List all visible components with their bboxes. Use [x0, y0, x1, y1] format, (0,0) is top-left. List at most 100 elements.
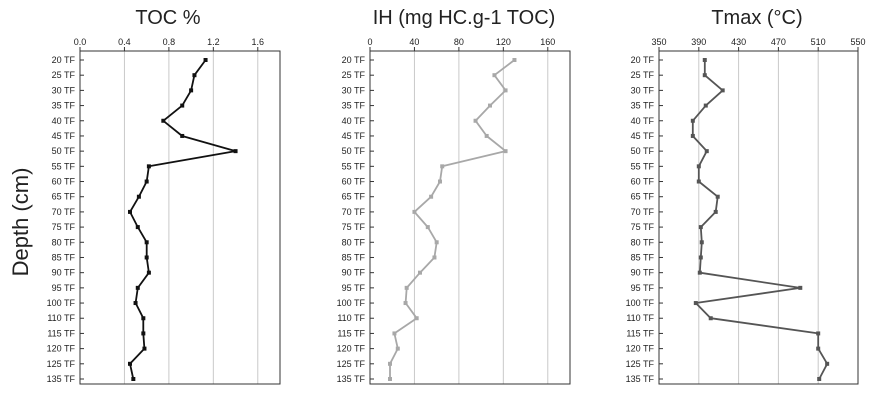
series-line [691, 60, 829, 380]
data-point [404, 285, 409, 290]
y-tick-label: 40 TF [342, 116, 366, 126]
y-tick-label: 55 TF [52, 161, 76, 171]
y-tick-label: 90 TF [631, 268, 655, 278]
x-tick-label: 160 [540, 37, 555, 47]
x-tick-label: 350 [651, 37, 666, 47]
y-tick-label: 30 TF [342, 85, 366, 95]
data-point [418, 270, 422, 275]
x-tick-label: 0.0 [74, 37, 87, 47]
y-tick-label: 115 TF [337, 328, 365, 338]
data-point [713, 209, 718, 214]
data-point [136, 194, 141, 199]
data-point [698, 255, 703, 260]
y-tick-label: 110 TF [626, 313, 654, 323]
data-point [146, 164, 151, 169]
data-point [135, 285, 140, 290]
y-tick-label: 70 TF [342, 207, 366, 217]
data-point [816, 346, 821, 351]
y-tick-label: 70 TF [52, 207, 76, 217]
y-tick-label: 90 TF [52, 268, 76, 278]
y-tick-label: 60 TF [342, 177, 366, 187]
y-tick-label: 100 TF [337, 298, 366, 308]
data-point [146, 270, 151, 275]
data-point [699, 240, 704, 245]
data-point [144, 240, 149, 245]
data-point [798, 285, 803, 290]
y-tick-label: 65 TF [342, 192, 366, 202]
data-point [142, 346, 147, 351]
y-tick-label: 75 TF [631, 222, 655, 232]
data-point [503, 88, 508, 93]
y-axis-label: Depth (cm) [8, 168, 33, 277]
data-point [698, 225, 703, 230]
x-tick-label: 0.4 [118, 37, 131, 47]
y-tick-label: 75 TF [52, 222, 76, 232]
y-tick-label: 120 TF [626, 344, 655, 354]
y-tick-label: 25 TF [52, 70, 76, 80]
data-point [180, 103, 185, 108]
data-point [512, 58, 517, 62]
y-tick-label: 45 TF [342, 131, 366, 141]
y-tick-label: 85 TF [342, 252, 366, 262]
data-point [690, 118, 695, 123]
y-tick-label: 95 TF [342, 283, 366, 293]
data-point [484, 133, 489, 138]
y-tick-label: 90 TF [342, 268, 366, 278]
data-point [189, 88, 194, 93]
x-tick-label: 0 [367, 37, 372, 47]
data-point [696, 164, 701, 169]
y-tick-label: 80 TF [52, 237, 76, 247]
x-tick-label: 510 [811, 37, 826, 47]
y-tick-label: 70 TF [631, 207, 655, 217]
data-point [432, 255, 437, 260]
data-point [403, 301, 408, 306]
panel-ih: IH (mg HC.g-1 TOC)0 40 80 120 160 20 TF 25 TF 3… [337, 7, 571, 385]
y-tick-label: 50 TF [342, 146, 366, 156]
series-line [389, 59, 515, 379]
y-tick-label: 40 TF [631, 116, 655, 126]
data-point [429, 194, 434, 199]
data-point [233, 149, 238, 154]
y-tick-label: 25 TF [631, 70, 655, 80]
y-tick-label: 45 TF [52, 131, 76, 141]
y-tick-label: 55 TF [342, 161, 366, 171]
y-tick-label: 110 TF [337, 313, 365, 323]
series-line [129, 59, 237, 380]
y-tick-label: 35 TF [52, 101, 76, 111]
data-point [702, 73, 707, 78]
plot-frame [658, 50, 859, 385]
plot-frame [79, 50, 281, 385]
data-point [128, 209, 132, 214]
y-tick-label: 115 TF [47, 328, 75, 338]
y-tick-label: 85 TF [52, 252, 76, 262]
data-point [690, 133, 695, 138]
y-tick-label: 115 TF [626, 328, 654, 338]
data-point [144, 179, 149, 184]
y-tick-label: 100 TF [47, 298, 76, 308]
data-point [704, 149, 709, 154]
data-point [141, 316, 146, 321]
data-point [192, 73, 197, 78]
data-point [131, 377, 136, 381]
y-tick-label: 40 TF [52, 116, 76, 126]
data-point [697, 270, 702, 275]
x-tick-label: 550 [850, 37, 865, 47]
x-tick-label: 390 [691, 37, 706, 47]
y-tick-label: 95 TF [52, 283, 76, 293]
x-tick-label: 430 [731, 37, 746, 47]
y-tick-label: 120 TF [47, 344, 76, 354]
data-point [414, 316, 419, 321]
data-point [412, 209, 417, 214]
data-point [696, 179, 701, 184]
data-point [817, 377, 822, 381]
data-point [720, 88, 725, 93]
data-point [693, 301, 698, 306]
y-tick-label: 50 TF [52, 146, 76, 156]
y-tick-label: 110 TF [47, 313, 75, 323]
x-tick-label: 1.6 [252, 37, 265, 47]
data-point [141, 331, 146, 336]
data-point [708, 316, 713, 321]
y-tick-label: 55 TF [631, 161, 655, 171]
x-tick-label: 0.8 [163, 37, 176, 47]
panel-tmax: Tmax (°C) 350 390 430 470 510 550 20 TF 25 TF 30 … [626, 7, 866, 385]
